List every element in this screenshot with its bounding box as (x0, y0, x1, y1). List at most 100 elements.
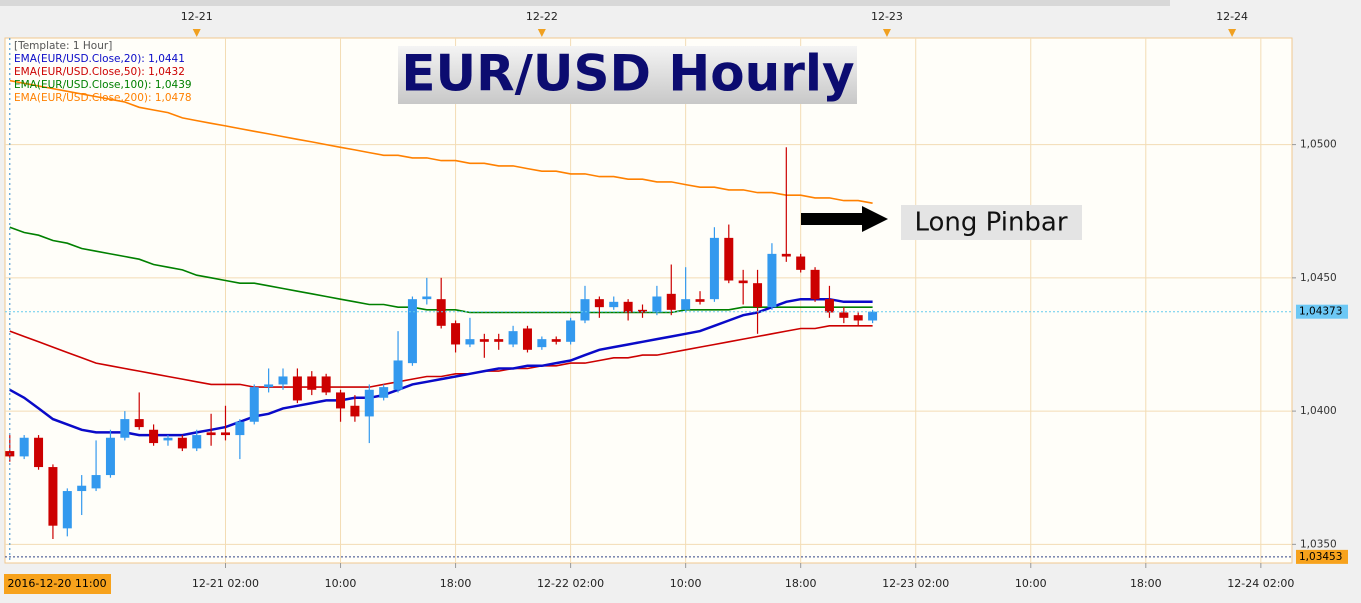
crosshair-time-label: 2016-12-20 11:00 (7, 577, 106, 590)
candle-body (307, 376, 317, 390)
candle-body (264, 384, 274, 388)
candle-body (235, 421, 245, 436)
candle-body (551, 339, 561, 342)
candle-body (508, 331, 518, 345)
candle-body (62, 491, 72, 529)
x-tick-label: 12-23 02:00 (882, 577, 949, 590)
candle-body (781, 253, 791, 257)
crosshair-price-tag (1296, 549, 1348, 564)
y-tick-label: 1,0450 (1300, 272, 1337, 284)
top-tick-marker (537, 29, 546, 37)
candle-body (163, 437, 173, 441)
plot-area (4, 37, 1293, 564)
template-label: [Template: 1 Hour] (14, 40, 112, 52)
chart-title: EUR/USD Hourly (401, 45, 854, 103)
candle-body (580, 299, 590, 321)
candle-body (379, 387, 389, 398)
candle-body (321, 376, 331, 393)
x-tick-label: 10:00 (325, 577, 357, 590)
candle-body (177, 437, 187, 449)
candle-body (105, 437, 115, 476)
candle-body (695, 299, 705, 302)
top-tick-label: 12-23 (871, 10, 903, 23)
x-tick-label: 10:00 (670, 577, 702, 590)
legend-entry: EMA(EUR/USD.Close,100): 1,0439 (14, 79, 192, 91)
candle-body (853, 315, 863, 321)
title-box (398, 46, 857, 104)
candle-body (623, 301, 633, 313)
candle-body (451, 323, 461, 345)
candle-body (767, 253, 777, 308)
candle-body (796, 256, 806, 270)
candle-body (436, 299, 446, 326)
ema-line (9, 79, 873, 204)
candle-body (422, 296, 432, 300)
legend-entry: EMA(EUR/USD.Close,200): 1,0478 (14, 92, 192, 104)
crosshair-price-label: 1,03453 (1299, 551, 1342, 563)
candles (5, 147, 878, 540)
x-tick-label: 12-22 02:00 (537, 577, 604, 590)
candle-body (709, 237, 719, 300)
candle-body (149, 429, 159, 444)
ema-line (9, 325, 873, 388)
candle-body (19, 437, 29, 457)
top-tick-marker (192, 29, 201, 37)
x-tick-label: 18:00 (1130, 577, 1162, 590)
x-tick-label: 12-24 02:00 (1227, 577, 1294, 590)
legend-entry: EMA(EUR/USD.Close,20): 1,0441 (14, 53, 185, 65)
y-tick-label: 1,0400 (1300, 405, 1337, 417)
candle-body (407, 299, 417, 364)
candle-body (566, 320, 576, 342)
candle-body (350, 405, 360, 417)
annotation: Long Pinbar (914, 208, 1067, 238)
scrollbar[interactable] (0, 0, 1170, 6)
x-tick-label: 12-21 02:00 (192, 577, 259, 590)
candle-body (336, 392, 346, 409)
candle-body (120, 419, 130, 438)
legend-entry: EMA(EUR/USD.Close,50): 1,0432 (14, 66, 185, 78)
last-price-tag (1296, 304, 1348, 319)
top-tick-marker (882, 29, 891, 37)
candle-body (220, 432, 230, 436)
candle-body (465, 339, 475, 345)
candle-body (724, 237, 734, 281)
candle-body (192, 435, 202, 449)
candle-body (824, 299, 834, 313)
candle-body (249, 387, 259, 422)
candle-body (134, 419, 144, 428)
top-tick-label: 12-24 (1216, 10, 1248, 23)
y-tick-label: 1,0500 (1300, 139, 1337, 151)
candle-body (393, 360, 403, 390)
candle-body (522, 328, 532, 350)
candle-body (594, 299, 604, 308)
candle-body (638, 309, 648, 313)
x-tick-label: 18:00 (785, 577, 817, 590)
axes: 1,0350 1,0400 1,0450 1,0500 12-21 02:00 10:00… (4, 10, 1348, 594)
candle-body (364, 389, 374, 417)
x-tick-label: 18:00 (440, 577, 472, 590)
candle-body (479, 339, 489, 342)
candle-body (48, 467, 58, 526)
candle-body (652, 296, 662, 313)
legend: EMA(EUR/USD.Close,20): 1,0441EMA(EUR/USD… (14, 53, 192, 104)
last-price-label: 1,04373 (1299, 306, 1342, 318)
candle-body (868, 311, 878, 321)
arrow (801, 206, 888, 232)
crosshair-time-tag (4, 574, 111, 594)
candle-body (609, 301, 619, 308)
candle-body (839, 312, 849, 318)
candle-body (77, 485, 87, 492)
grid (5, 38, 1292, 563)
candle-body (206, 432, 216, 436)
candle-body (666, 293, 676, 310)
candle-body (537, 339, 547, 348)
top-tick-label: 12-22 (526, 10, 558, 23)
x-tick-label: 10:00 (1015, 577, 1047, 590)
candle-body (292, 376, 302, 401)
candle-body (810, 269, 820, 300)
top-tick-marker (1228, 29, 1237, 37)
candle-body (34, 437, 44, 468)
annotation-box (901, 205, 1082, 240)
candle-body (278, 376, 288, 385)
